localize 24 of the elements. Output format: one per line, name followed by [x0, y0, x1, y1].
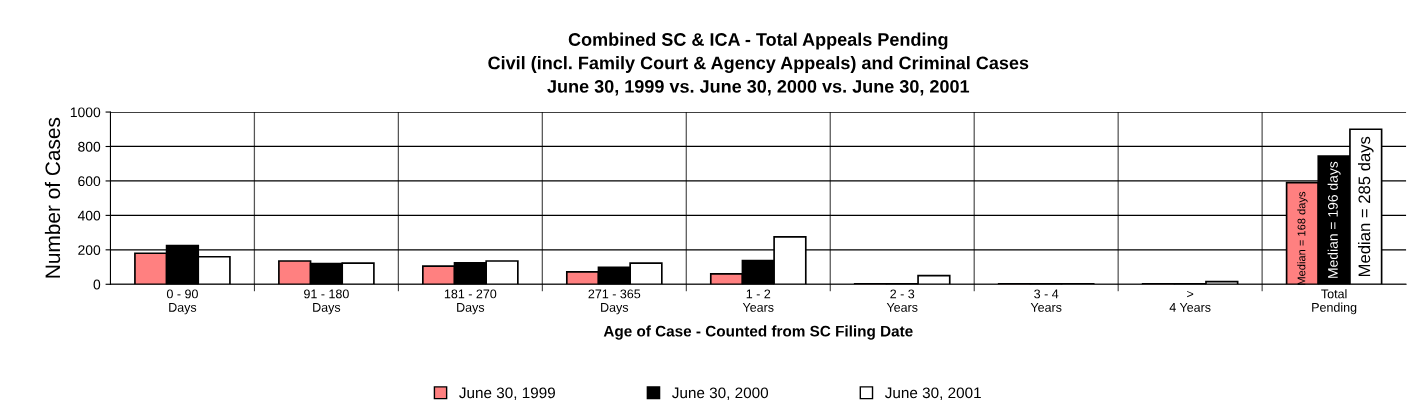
y-axis-title: Number of Cases: [44, 117, 61, 278]
x-tick-label: 3 - 4 Years: [1030, 289, 1062, 312]
x-tick-label: Total Pending: [1312, 289, 1357, 315]
x-tick-label: 2 - 3 Years: [886, 289, 918, 312]
annotation: Median = 285 days: [1358, 136, 1374, 277]
x-tick-label: 0 - 90 Days: [166, 289, 198, 315]
x-tick-label: 271 - 365 Days: [588, 289, 641, 315]
x-tick-label: 91 - 180 Days: [304, 289, 349, 315]
x-tick-label: 1 - 2 Years: [742, 289, 774, 312]
x-tick-label: > 4 Years: [1169, 290, 1211, 312]
y-tick-label: 800: [78, 141, 101, 152]
legend-label: June 30, 2001: [884, 387, 981, 401]
y-tick-label: 400: [77, 210, 101, 221]
annotation: Median = 196 days: [1327, 161, 1341, 278]
y-tick-label: 1000: [70, 107, 101, 118]
y-tick-label: 0: [93, 279, 101, 290]
x-tick-label: 181 - 270 Days: [444, 289, 497, 315]
y-tick-label: 600: [78, 176, 101, 187]
legend-label: June 30, 2000: [672, 387, 769, 401]
x-axis-title: Age of Case - Counted from SC Filing Date: [603, 325, 913, 340]
chart-title: Combined SC & ICA - Total Appeals Pending Civil (incl. Family Court & Agency Appeals) and Criminal Cases June 30, 1999 vs. June 30, 2000 vs. June 30, 2001: [488, 32, 1029, 96]
annotation: Median = 168 days: [1297, 191, 1308, 285]
legend-label: June 30, 1999: [459, 387, 555, 401]
y-tick-label: 200: [78, 245, 101, 255]
